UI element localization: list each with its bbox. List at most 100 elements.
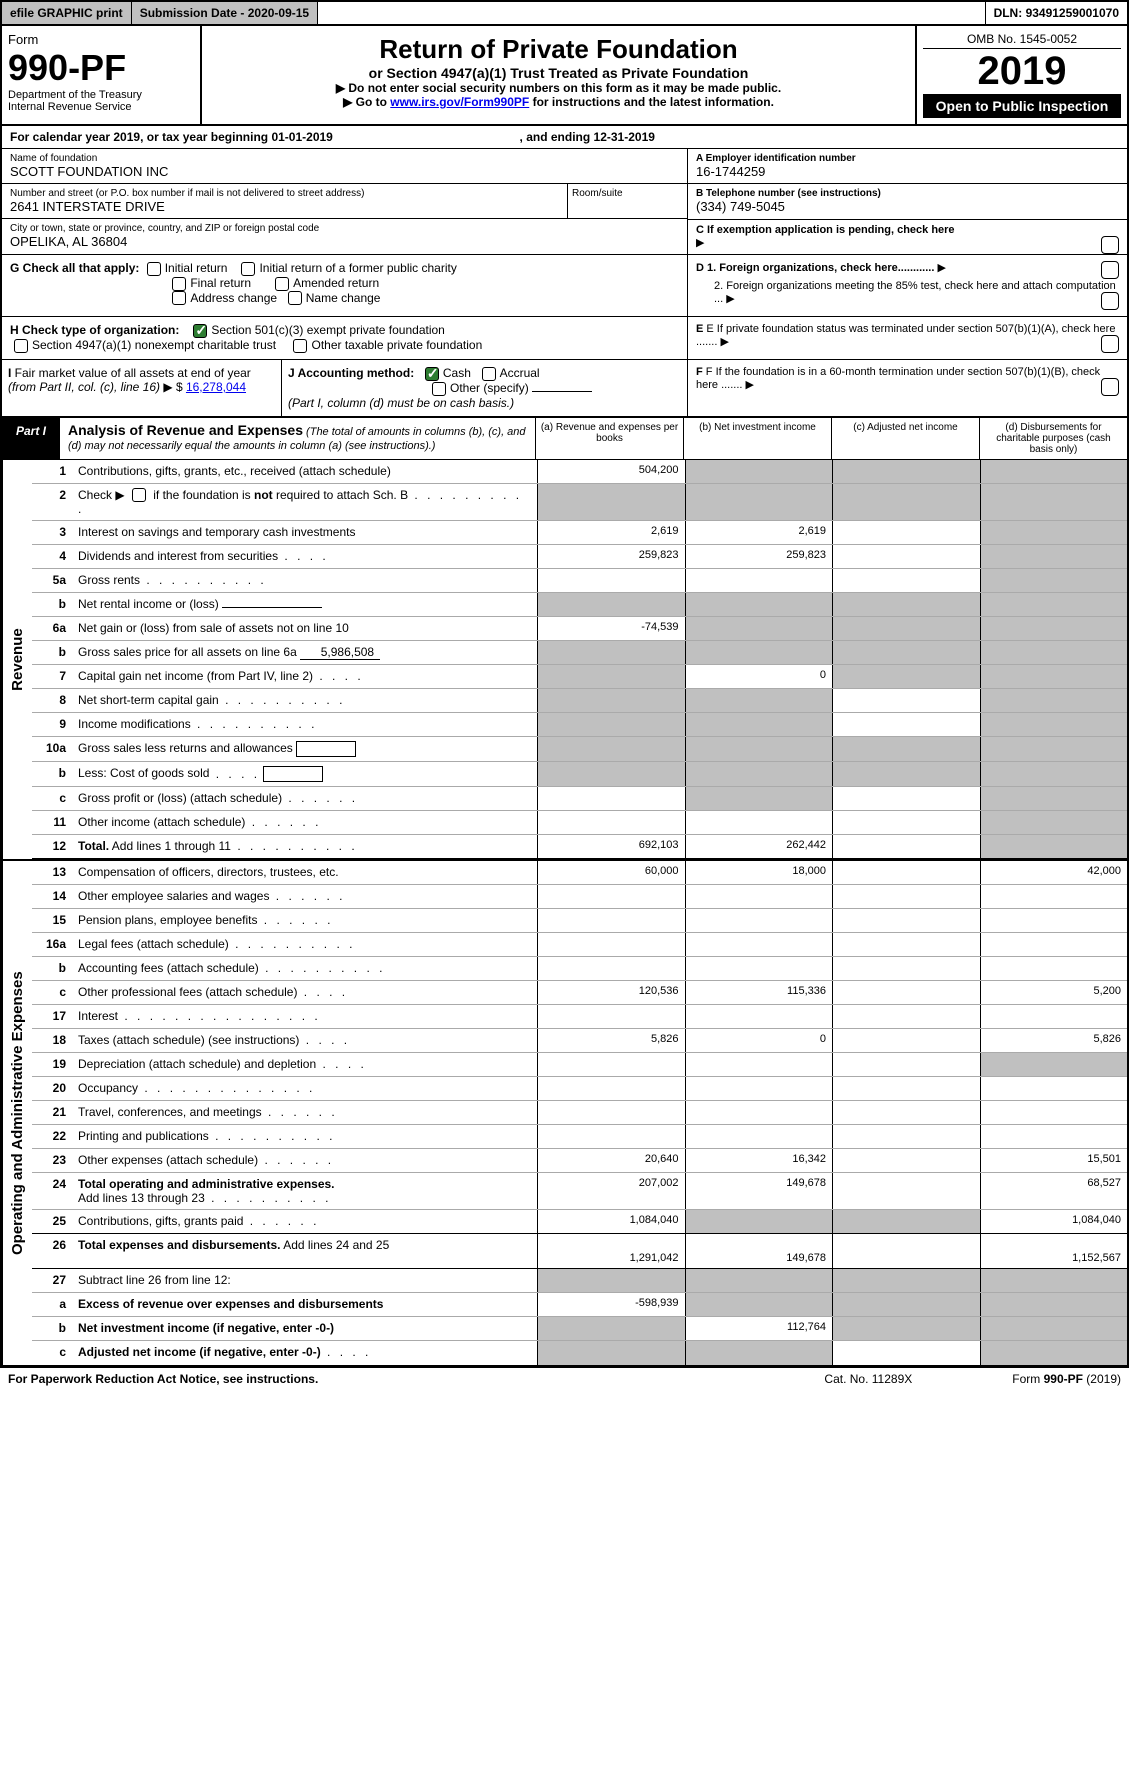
501c3-checkbox[interactable] — [193, 324, 207, 338]
row-16b: b Accounting fees (attach schedule) — [32, 957, 1127, 981]
row-8: 8 Net short-term capital gain — [32, 689, 1127, 713]
form-title: Return of Private Foundation — [210, 34, 907, 65]
row-16c: c Other professional fees (attach schedu… — [32, 981, 1127, 1005]
dln: DLN: 93491259001070 — [986, 2, 1127, 24]
row-27c: c Adjusted net income (if negative, ente… — [32, 1341, 1127, 1365]
row-14: 14 Other employee salaries and wages — [32, 885, 1127, 909]
col-a-header: (a) Revenue and expenses per books — [535, 418, 683, 459]
form-label: Form — [8, 32, 194, 47]
row-23: 23 Other expenses (attach schedule) 20,6… — [32, 1149, 1127, 1173]
paperwork-notice: For Paperwork Reduction Act Notice, see … — [8, 1372, 824, 1386]
row-25: 25 Contributions, gifts, grants paid 1,0… — [32, 1210, 1127, 1234]
row-10c: c Gross profit or (loss) (attach schedul… — [32, 787, 1127, 811]
instructions-link[interactable]: www.irs.gov/Form990PF — [390, 95, 529, 109]
city-value: OPELIKA, AL 36804 — [10, 234, 679, 249]
other-taxable-checkbox[interactable] — [293, 339, 307, 353]
expenses-sidebar: Operating and Administrative Expenses — [2, 861, 32, 1365]
instruction-2: ▶ Go to www.irs.gov/Form990PF for instru… — [210, 95, 907, 109]
city-cell: City or town, state or province, country… — [2, 219, 687, 253]
part1-title-block: Analysis of Revenue and Expenses (The to… — [60, 418, 535, 459]
name-change-checkbox[interactable] — [288, 291, 302, 305]
h-section: H Check type of organization: Section 50… — [2, 317, 687, 359]
part1-tab: Part I — [2, 418, 60, 459]
row-26: 26 Total expenses and disbursements. Add… — [32, 1234, 1127, 1269]
c-checkbox[interactable] — [1101, 236, 1119, 254]
expenses-section: Operating and Administrative Expenses 13… — [0, 859, 1129, 1367]
row-21: 21 Travel, conferences, and meetings — [32, 1101, 1127, 1125]
h-e-row: H Check type of organization: Section 50… — [0, 317, 1129, 360]
row-5b: b Net rental income or (loss) — [32, 593, 1127, 617]
submission-date: Submission Date - 2020-09-15 — [132, 2, 318, 24]
row-9: 9 Income modifications — [32, 713, 1127, 737]
amended-return-checkbox[interactable] — [275, 277, 289, 291]
4947-checkbox[interactable] — [14, 339, 28, 353]
efile-label: efile GRAPHIC print — [2, 2, 132, 24]
row-24: 24 Total operating and administrative ex… — [32, 1173, 1127, 1210]
d1-checkbox[interactable] — [1101, 261, 1119, 279]
phone-value: (334) 749-5045 — [696, 199, 1119, 214]
c-exemption-cell: C If exemption application is pending, c… — [688, 220, 1127, 253]
col-d-header: (d) Disbursements for charitable purpose… — [979, 418, 1127, 459]
row-13: 13 Compensation of officers, directors, … — [32, 861, 1127, 885]
row-18: 18 Taxes (attach schedule) (see instruct… — [32, 1029, 1127, 1053]
address-change-checkbox[interactable] — [172, 291, 186, 305]
omb-number: OMB No. 1545-0052 — [923, 32, 1121, 49]
d2-checkbox[interactable] — [1101, 292, 1119, 310]
foundation-name-cell: Name of foundation SCOTT FOUNDATION INC — [2, 149, 687, 184]
row-20: 20 Occupancy — [32, 1077, 1127, 1101]
initial-former-checkbox[interactable] — [241, 262, 255, 276]
form-container: efile GRAPHIC print Submission Date - 20… — [0, 0, 1129, 1390]
sch-b-checkbox[interactable] — [132, 488, 146, 502]
street-phone-row: Number and street (or P.O. box number if… — [0, 184, 1129, 219]
form-subtitle: or Section 4947(a)(1) Trust Treated as P… — [210, 65, 907, 81]
topbar: efile GRAPHIC print Submission Date - 20… — [0, 0, 1129, 26]
row-6a: 6a Net gain or (loss) from sale of asset… — [32, 617, 1127, 641]
foundation-name: SCOTT FOUNDATION INC — [10, 164, 679, 179]
row-7: 7 Capital gain net income (from Part IV,… — [32, 665, 1127, 689]
final-return-checkbox[interactable] — [172, 277, 186, 291]
initial-return-checkbox[interactable] — [147, 262, 161, 276]
header-title-block: Return of Private Foundation or Section … — [202, 26, 917, 124]
part1-header-row: Part I Analysis of Revenue and Expenses … — [0, 418, 1129, 460]
col-c-header: (c) Adjusted net income — [831, 418, 979, 459]
fmv-value[interactable]: 16,278,044 — [186, 380, 246, 394]
ein-value: 16-1744259 — [696, 164, 1119, 179]
row-15: 15 Pension plans, employee benefits — [32, 909, 1127, 933]
form-number: 990-PF — [8, 47, 194, 89]
row-10a: 10a Gross sales less returns and allowan… — [32, 737, 1127, 762]
g-section: G Check all that apply: Initial return I… — [2, 255, 687, 316]
tax-year: 2019 — [923, 49, 1121, 94]
other-method-checkbox[interactable] — [432, 382, 446, 396]
topbar-spacer — [318, 2, 985, 24]
cash-checkbox[interactable] — [425, 367, 439, 381]
header-left: Form 990-PF Department of the Treasury I… — [2, 26, 202, 124]
phone-cell: B Telephone number (see instructions) (3… — [688, 184, 1127, 218]
street-cell: Number and street (or P.O. box number if… — [2, 184, 567, 219]
header-right: OMB No. 1545-0052 2019 Open to Public In… — [917, 26, 1127, 124]
e-checkbox[interactable] — [1101, 335, 1119, 353]
col-b-header: (b) Net investment income — [683, 418, 831, 459]
irs-label: Internal Revenue Service — [8, 101, 194, 113]
accrual-checkbox[interactable] — [482, 367, 496, 381]
row-4: 4 Dividends and interest from securities… — [32, 545, 1127, 569]
row-27a: a Excess of revenue over expenses and di… — [32, 1293, 1127, 1317]
row-5a: 5a Gross rents — [32, 569, 1127, 593]
row-27: 27 Subtract line 26 from line 12: — [32, 1269, 1127, 1293]
row-11: 11 Other income (attach schedule) — [32, 811, 1127, 835]
name-ein-row: Name of foundation SCOTT FOUNDATION INC … — [0, 149, 1129, 184]
f-checkbox[interactable] — [1101, 378, 1119, 396]
row-1: 1 Contributions, gifts, grants, etc., re… — [32, 460, 1127, 484]
room-cell: Room/suite — [567, 184, 687, 219]
g-d-row: G Check all that apply: Initial return I… — [0, 255, 1129, 317]
row-16a: 16a Legal fees (attach schedule) — [32, 933, 1127, 957]
row-10b: b Less: Cost of goods sold — [32, 762, 1127, 787]
street-value: 2641 INTERSTATE DRIVE — [10, 199, 559, 214]
d-section: D 1. Foreign organizations, check here..… — [687, 255, 1127, 316]
row-12: 12 Total. Add lines 1 through 11 692,103… — [32, 835, 1127, 859]
city-c-row: City or town, state or province, country… — [0, 219, 1129, 255]
instruction-1: ▶ Do not enter social security numbers o… — [210, 81, 907, 95]
row-17: 17 Interest — [32, 1005, 1127, 1029]
e-section: E E If private foundation status was ter… — [687, 317, 1127, 359]
revenue-sidebar: Revenue — [2, 460, 32, 860]
row-2: 2 Check ▶ if the foundation is not requi… — [32, 484, 1127, 522]
